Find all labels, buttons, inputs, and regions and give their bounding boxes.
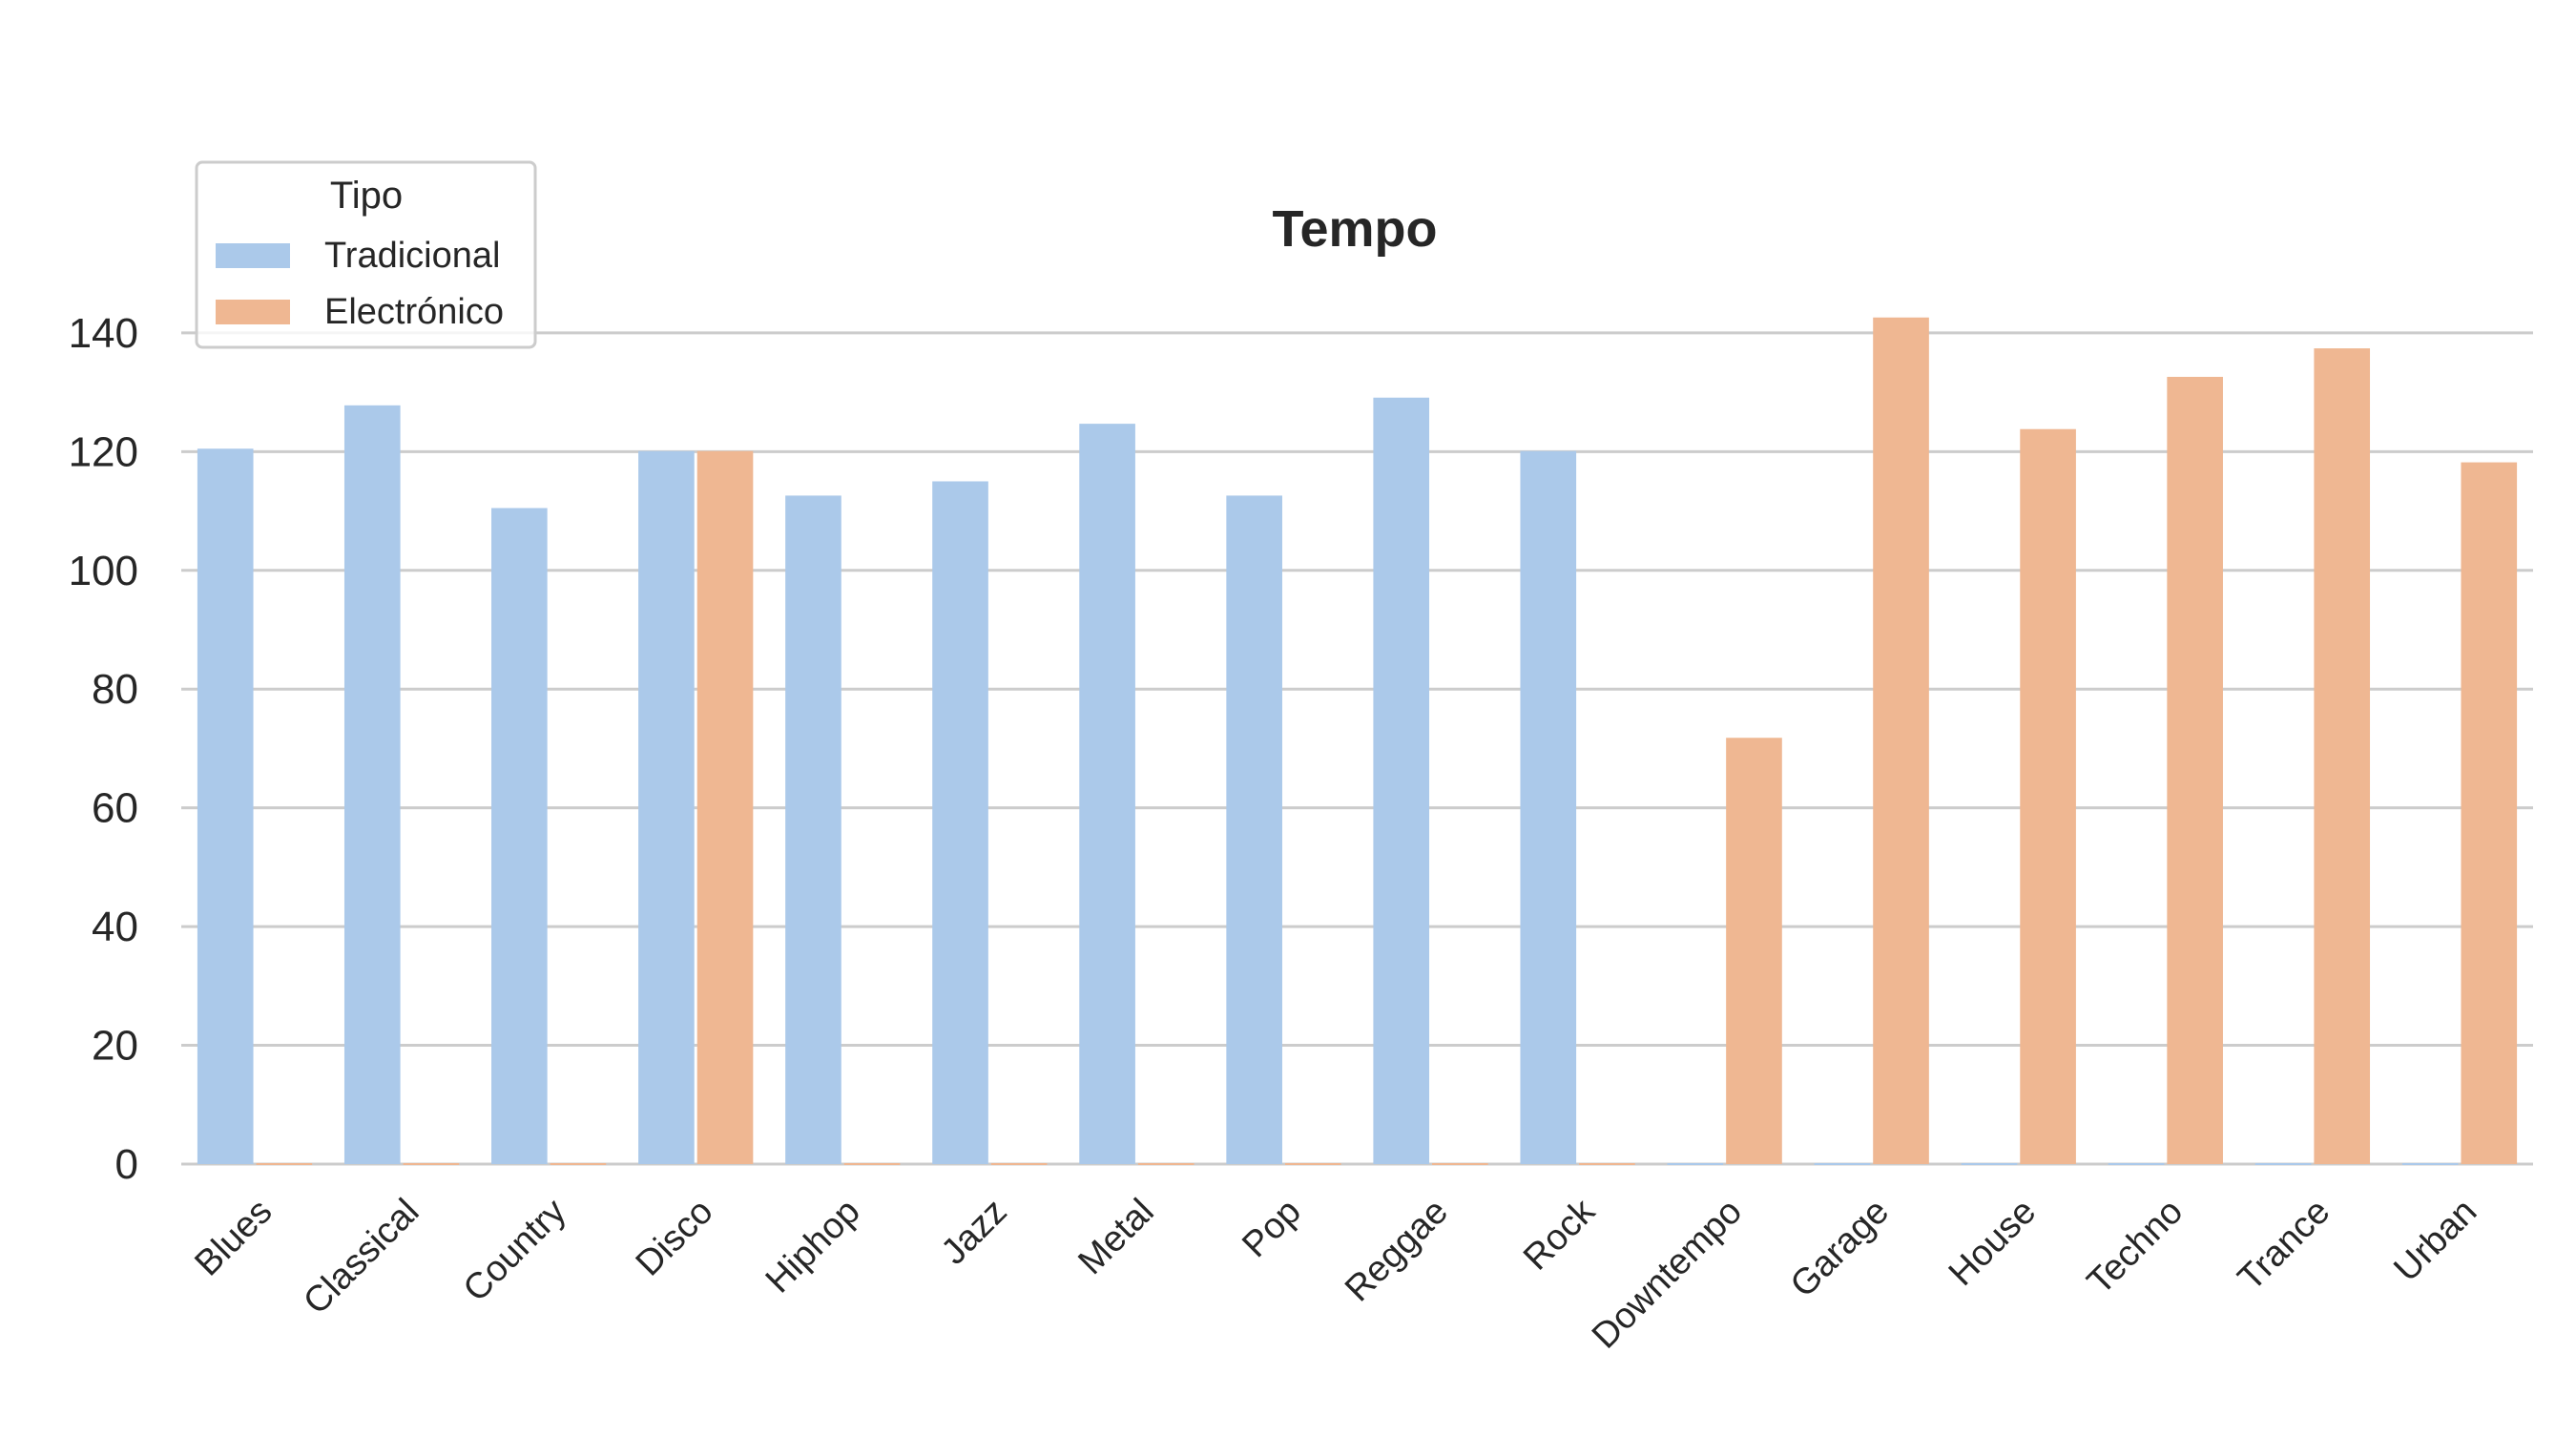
y-tick-label: 0 [115, 1141, 138, 1188]
y-tick-label: 140 [69, 310, 138, 357]
x-tick-label: Classical [296, 1192, 426, 1322]
x-tick-label: Rock [1516, 1191, 1604, 1279]
bar-techno-electronico [2167, 376, 2223, 1165]
bar-country-tradicional [491, 508, 548, 1164]
bar-empty-jazz-1 [990, 1163, 1048, 1165]
bar-trance-electronico [2314, 348, 2371, 1165]
bar-empty-classical-1 [403, 1163, 460, 1165]
bar-blues-tradicional [197, 448, 254, 1164]
x-tick-label: Downtempo [1585, 1192, 1750, 1357]
x-tick-label: Techno [2080, 1192, 2191, 1302]
bar-pop-tradicional [1226, 495, 1282, 1164]
bar-empty-hiphop-1 [843, 1163, 901, 1165]
bar-empty-rock-1 [1579, 1163, 1635, 1165]
x-tick-label: House [1942, 1192, 2044, 1294]
bar-disco-tradicional [638, 450, 695, 1164]
x-tick-label: Blues [187, 1192, 280, 1284]
x-tick-label: Disco [629, 1192, 721, 1284]
bar-jazz-tradicional [932, 481, 988, 1165]
bars [197, 317, 2518, 1165]
grid-lines [181, 331, 2533, 1166]
legend-swatch-electronico [216, 300, 290, 324]
bar-empty-reggae-1 [1432, 1163, 1488, 1165]
y-tick-label: 60 [92, 785, 138, 832]
y-tick-label: 20 [92, 1023, 138, 1070]
legend-swatch-tradicional [216, 243, 290, 268]
bar-reggae-tradicional [1373, 397, 1430, 1164]
y-tick-label: 80 [92, 666, 138, 713]
chart-title: Tempo [1273, 200, 1438, 258]
legend-label-electronico: Electrónico [324, 292, 504, 332]
bar-classical-tradicional [343, 405, 401, 1165]
bar-downtempo-electronico [1726, 738, 1782, 1164]
x-tick-label: Country [456, 1192, 574, 1310]
y-tick-label: 100 [69, 548, 138, 594]
bar-hiphop-tradicional [785, 495, 841, 1164]
x-tick-label: Hiphop [758, 1192, 868, 1301]
bar-garage-electronico [1873, 317, 1929, 1164]
bar-house-electronico [2020, 428, 2076, 1164]
x-tick-label: Garage [1783, 1192, 1897, 1305]
bar-empty-metal-1 [1137, 1163, 1195, 1165]
legend-label-tradicional: Tradicional [324, 236, 500, 276]
bar-empty-house-0 [1961, 1163, 2018, 1165]
x-tick-label: Pop [1235, 1192, 1309, 1266]
bar-disco-electronico [696, 450, 754, 1164]
bar-empty-downtempo-0 [1667, 1163, 1724, 1165]
x-tick-label: Jazz [934, 1192, 1015, 1273]
bar-urban-electronico [2461, 462, 2518, 1165]
x-tick-label: Metal [1070, 1192, 1161, 1282]
y-tick-label: 40 [92, 904, 138, 950]
bar-empty-blues-1 [256, 1163, 313, 1165]
bar-empty-urban-0 [2401, 1163, 2459, 1165]
bar-empty-garage-0 [1814, 1163, 1871, 1165]
x-tick-label: Reggae [1338, 1192, 1456, 1310]
x-tick-label: Trance [2231, 1192, 2337, 1299]
bar-empty-techno-0 [2108, 1163, 2165, 1165]
y-tick-label: 120 [69, 428, 138, 475]
bar-empty-country-1 [550, 1163, 607, 1165]
bar-empty-trance-0 [2254, 1163, 2312, 1165]
legend-title: Tipo [330, 175, 403, 217]
bar-metal-tradicional [1079, 424, 1135, 1165]
x-tick-label: Urban [2386, 1192, 2484, 1290]
bar-rock-tradicional [1520, 450, 1577, 1164]
legend: Tipo Tradicional Electrónico [195, 160, 537, 349]
bar-empty-pop-1 [1284, 1163, 1341, 1165]
